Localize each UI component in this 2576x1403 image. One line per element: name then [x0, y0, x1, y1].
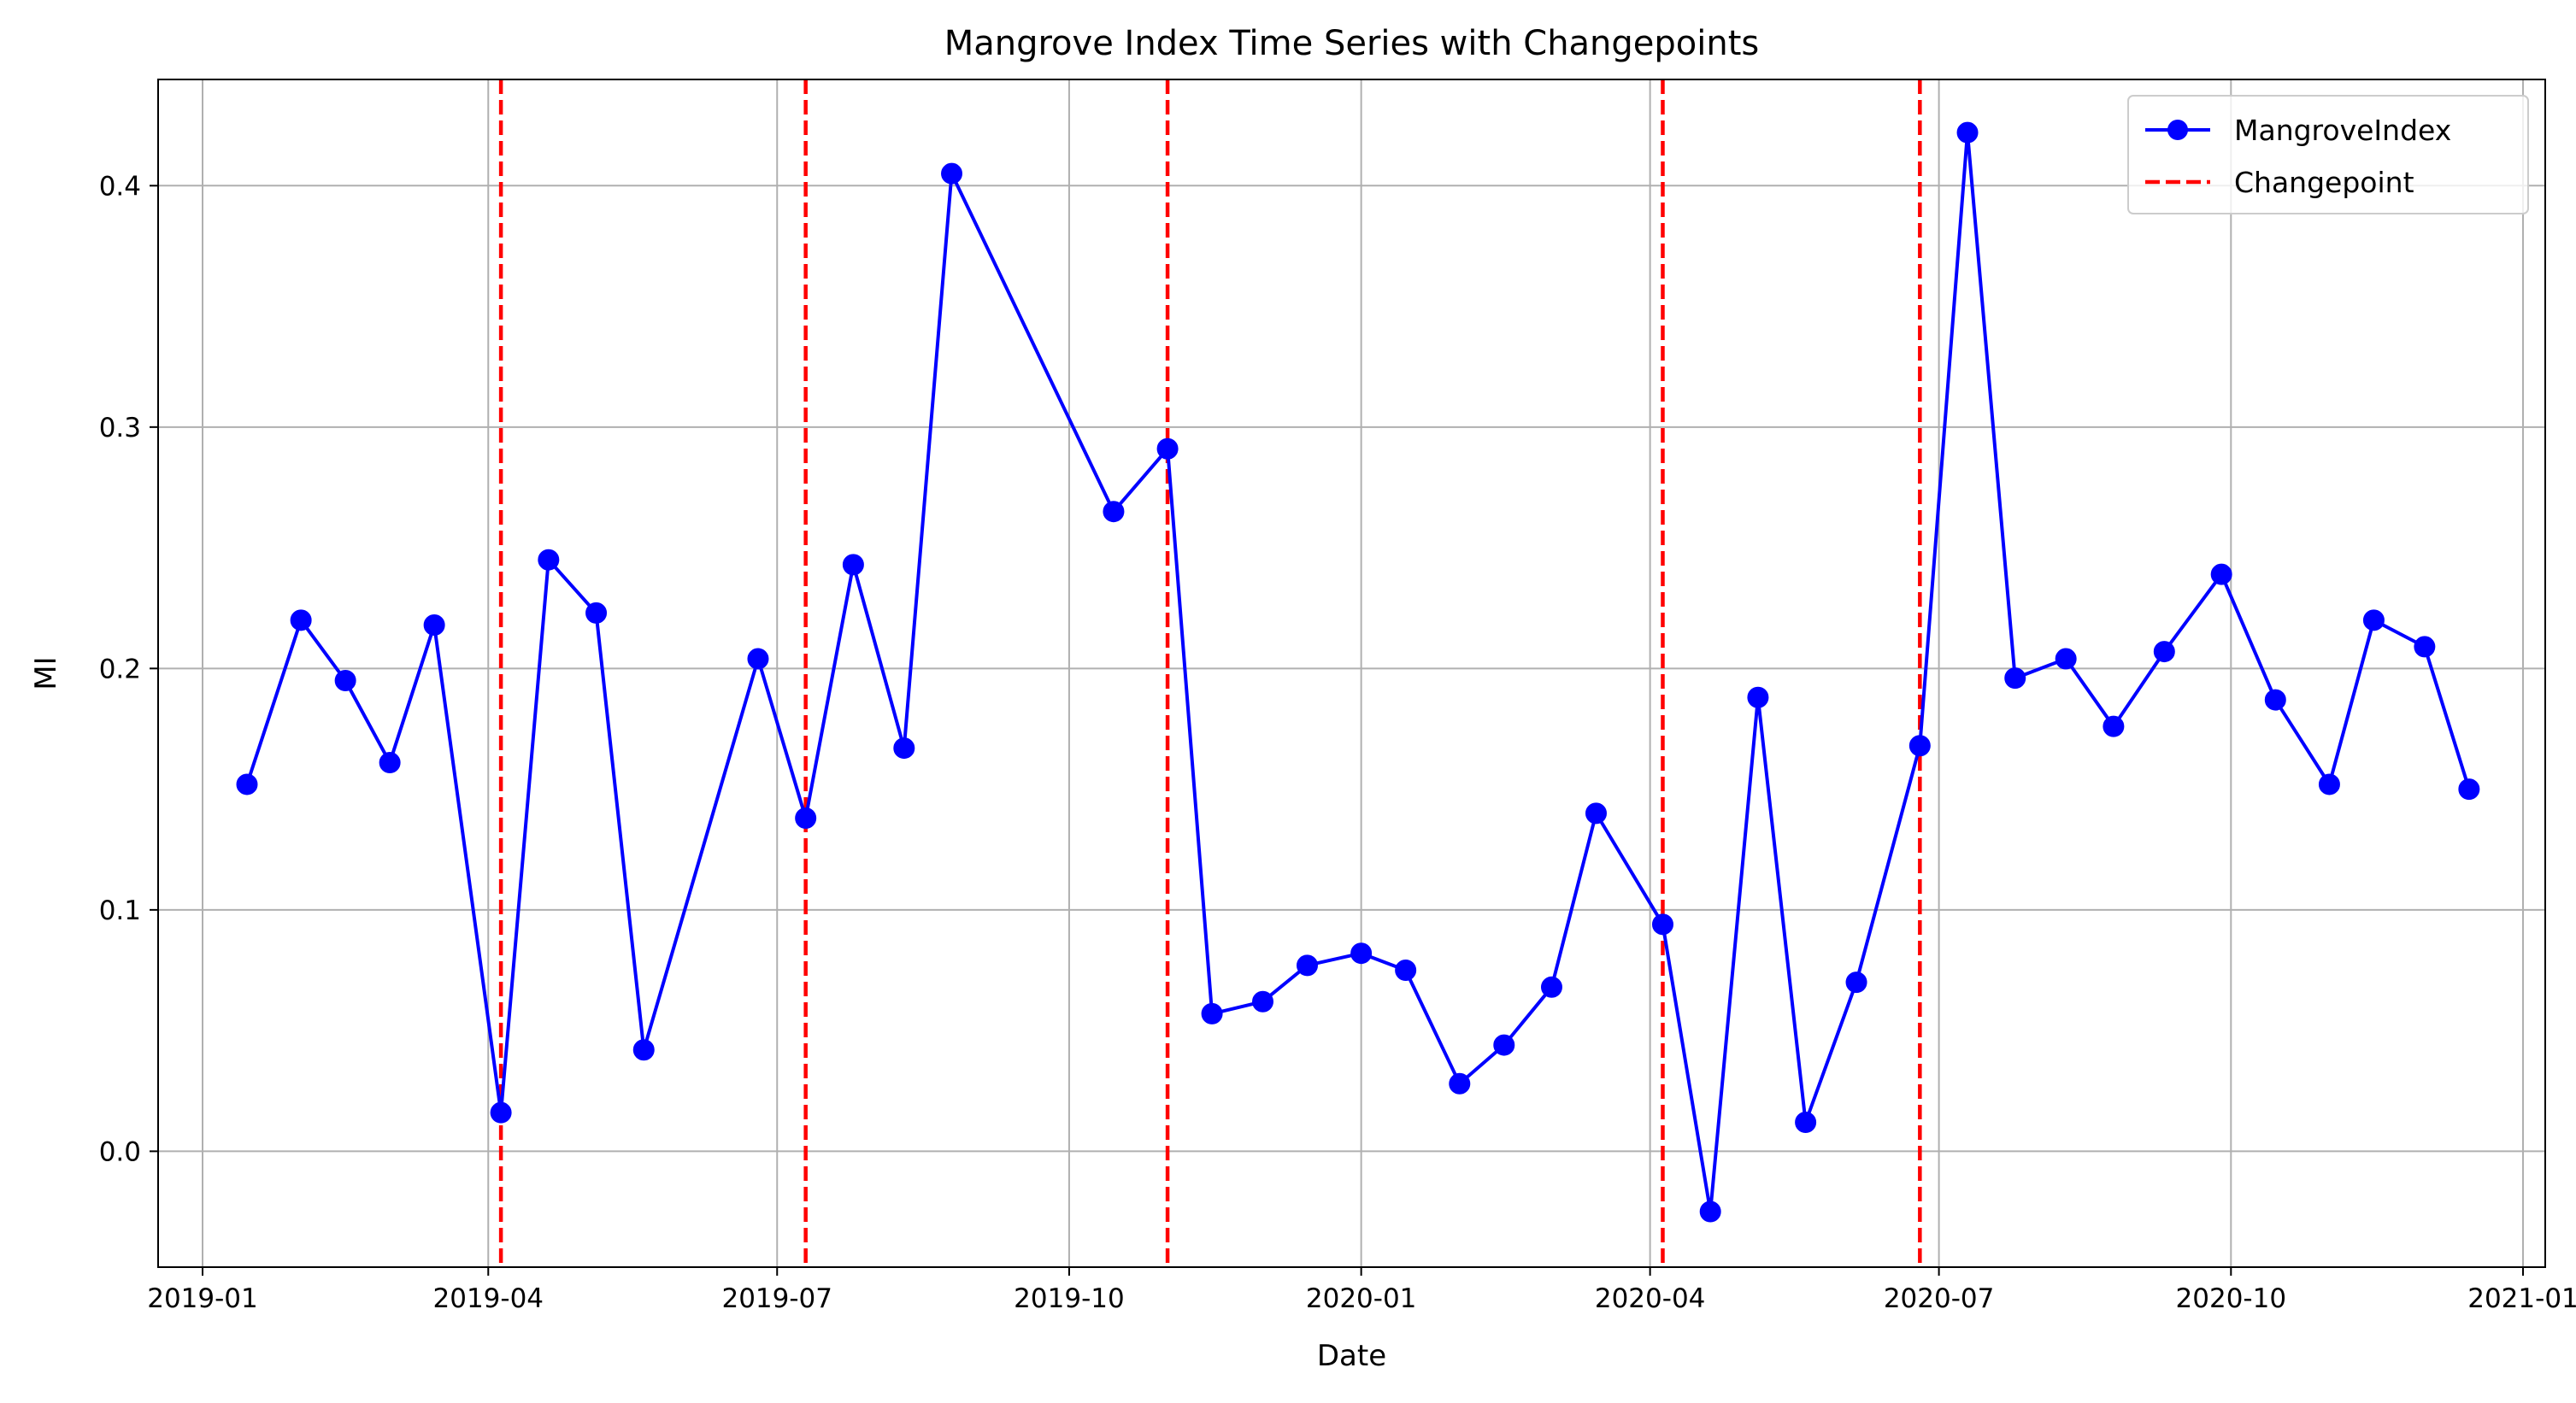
axis-ticks: 2019-01 2019-04 2019-07 2019-10 2020-01 2020-… [99, 171, 2576, 1314]
y-tick-label: 0.2 [99, 654, 141, 684]
data-point-marker [2264, 689, 2286, 711]
y-tick-label: 0.0 [99, 1136, 141, 1167]
data-point-marker [632, 1039, 655, 1061]
plot-frame [157, 79, 2546, 1268]
data-point-marker [2362, 609, 2385, 631]
data-point-marker [1493, 1034, 1515, 1056]
x-axis-label: Date [1317, 1339, 1386, 1373]
data-point-marker [2055, 648, 2077, 670]
x-tick-label: 2019-01 [147, 1283, 258, 1314]
series-markers [236, 121, 2480, 1223]
x-tick-label: 2020-07 [1884, 1283, 1995, 1314]
data-point-marker [1651, 913, 1673, 936]
changepoint-lines [498, 79, 1922, 1267]
y-tick-label: 0.3 [99, 413, 141, 443]
data-point-marker [2004, 667, 2026, 690]
data-point-marker [1103, 501, 1125, 523]
series-lines [245, 131, 2471, 1213]
data-point-marker [236, 773, 258, 795]
x-tick-label: 2020-04 [1595, 1283, 1706, 1314]
data-point-marker [1540, 976, 1562, 998]
legend: MangroveIndex Changepoint [2127, 95, 2529, 214]
data-point-marker [893, 737, 915, 760]
data-point-marker [423, 613, 445, 636]
data-point-marker [747, 648, 769, 670]
data-point-marker [1350, 942, 1373, 965]
data-point-marker [1297, 954, 1319, 977]
data-point-marker [842, 554, 864, 576]
data-point-marker [2153, 641, 2175, 663]
data-point-marker [1845, 972, 1867, 994]
data-point-marker [941, 162, 963, 185]
data-point-marker [1395, 960, 1417, 981]
x-tick-label: 2020-10 [2176, 1283, 2287, 1314]
data-point-marker [2458, 778, 2480, 801]
data-point-marker [1449, 1072, 1471, 1095]
data-point-marker [1956, 121, 1979, 144]
data-point-marker [1699, 1200, 1721, 1223]
grid [158, 79, 2545, 1267]
data-point-marker [334, 669, 356, 691]
data-point-marker [2210, 563, 2232, 585]
x-tick-label: 2021-01 [2467, 1283, 2576, 1314]
data-point-marker [1252, 990, 1274, 1013]
chart-title: Mangrove Index Time Series with Changepo… [944, 24, 1760, 63]
data-point-marker [2103, 715, 2125, 737]
data-point-marker [290, 609, 312, 631]
legend-changepoint-label: Changepoint [2234, 166, 2414, 199]
data-point-marker [1908, 735, 1931, 757]
data-point-marker [1747, 686, 1769, 708]
data-point-marker [1585, 802, 1607, 825]
data-point-marker [1795, 1111, 1817, 1133]
data-point-marker [490, 1101, 512, 1124]
y-tick-label: 0.1 [99, 895, 141, 926]
legend-series-marker [2167, 120, 2188, 140]
x-tick-label: 2020-01 [1306, 1283, 1417, 1314]
data-point-marker [379, 752, 401, 774]
x-tick-label: 2019-04 [433, 1283, 544, 1314]
y-tick-label: 0.4 [99, 171, 141, 202]
data-point-marker [795, 807, 817, 830]
data-point-marker [538, 549, 560, 571]
series-line-mangroveindex [245, 131, 2471, 1213]
data-point-marker [2414, 636, 2436, 658]
y-axis-label: MI [29, 656, 63, 690]
x-tick-label: 2019-07 [721, 1283, 832, 1314]
data-point-marker [1156, 437, 1179, 460]
x-tick-label: 2019-10 [1014, 1283, 1125, 1314]
legend-series-label: MangroveIndex [2234, 114, 2451, 147]
data-point-marker [1201, 1002, 1223, 1024]
legend-box [2127, 95, 2529, 214]
data-point-marker [585, 602, 608, 624]
data-point-marker [2318, 773, 2340, 795]
